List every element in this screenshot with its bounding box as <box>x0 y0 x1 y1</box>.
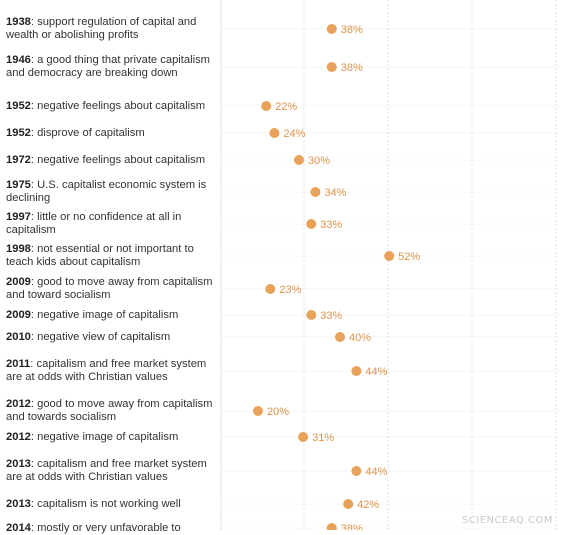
row-year: 2010 <box>6 331 31 343</box>
data-label: 38% <box>341 24 363 36</box>
row-text: : negative feelings about capitalism <box>30 154 206 166</box>
data-label: 44% <box>365 366 387 378</box>
data-point <box>269 128 280 138</box>
row-text: : capitalism is not working well <box>30 498 181 510</box>
row-year: 2013 <box>6 458 31 470</box>
data-point <box>306 310 317 320</box>
row-year: 2009 <box>6 309 31 321</box>
row-text: : good to move away from capitalism and … <box>6 398 213 423</box>
data-label: 22% <box>275 101 297 113</box>
row-text: : negative image of capitalism <box>30 431 179 443</box>
data-label: 52% <box>398 251 420 263</box>
data-point <box>326 24 337 34</box>
row-text: : good to move away from capitalism and … <box>6 276 213 301</box>
row-label: 2011: capitalism and free market system … <box>6 358 214 384</box>
row-text: : support regulation of capital and weal… <box>6 16 197 41</box>
data-point <box>306 219 317 229</box>
data-label: 20% <box>267 406 289 418</box>
data-point <box>326 523 337 530</box>
data-label: 38% <box>341 62 363 74</box>
row-year: 2011 <box>6 358 31 370</box>
row-label: 1998: not essential or not important to … <box>6 243 214 269</box>
data-point <box>265 284 276 294</box>
data-label: 38% <box>341 523 363 530</box>
row-year: 1952 <box>6 127 31 139</box>
data-point <box>335 332 345 342</box>
row-text: : a good thing that private capitalism a… <box>6 54 210 79</box>
row-text: : capitalism and free market system are … <box>6 458 207 483</box>
row-year: 2013 <box>6 498 31 510</box>
row-text: : little or no confidence at all in capi… <box>6 211 182 236</box>
data-point <box>253 406 263 416</box>
row-text: : not essential or not important to teac… <box>6 243 194 268</box>
row-text: : negative view of capitalism <box>30 331 171 343</box>
row-label: 1972: negative feelings about capitalism <box>6 154 214 167</box>
data-point <box>326 62 337 72</box>
row-label: 1938: support regulation of capital and … <box>6 16 214 42</box>
row-text: : capitalism and free market system are … <box>6 358 207 383</box>
row-label: 2012: negative image of capitalism <box>6 431 214 444</box>
data-label: 30% <box>308 155 330 167</box>
row-year: 1952 <box>6 100 31 112</box>
row-label: 1997: little or no confidence at all in … <box>6 211 214 237</box>
data-label: 24% <box>283 128 305 140</box>
row-year: 1975 <box>6 179 31 191</box>
row-label: 2010: negative view of capitalism <box>6 331 214 344</box>
row-label: 2009: negative image of capitalism <box>6 309 214 322</box>
row-year: 2012 <box>6 431 31 443</box>
data-point <box>351 366 362 376</box>
data-point <box>298 432 309 442</box>
data-label: 31% <box>312 432 334 444</box>
row-year: 1972 <box>6 154 31 166</box>
row-text: : disprove of capitalism <box>30 127 145 139</box>
data-label: 42% <box>357 499 379 511</box>
data-label: 33% <box>320 219 342 231</box>
row-year: 2009 <box>6 276 31 288</box>
row-label: 2009: good to move away from capitalism … <box>6 276 214 302</box>
row-year: 1998 <box>6 243 31 255</box>
row-label: 1952: negative feelings about capitalism <box>6 100 214 113</box>
row-label: 2013: capitalism is not working well <box>6 498 214 511</box>
data-point <box>351 466 362 476</box>
row-text: : negative feelings about capitalism <box>30 100 206 112</box>
row-text: : negative image of capitalism <box>30 309 179 321</box>
data-point <box>261 101 272 111</box>
row-text: : U.S. capitalist economic system is dec… <box>6 179 207 204</box>
row-label: 1946: a good thing that private capitali… <box>6 54 214 80</box>
row-year: 1946 <box>6 54 31 66</box>
watermark: SCIENCEAQ.COM <box>461 515 553 526</box>
row-label: 1975: U.S. capitalist economic system is… <box>6 179 214 205</box>
row-year: 1938 <box>6 16 31 28</box>
data-label: 33% <box>320 310 342 322</box>
data-label: 40% <box>349 332 371 344</box>
row-year: 2012 <box>6 398 31 410</box>
data-label: 34% <box>324 187 346 199</box>
data-point <box>310 187 321 197</box>
row-label: 1952: disprove of capitalism <box>6 127 214 140</box>
data-point <box>343 499 354 509</box>
data-label: 44% <box>365 466 387 478</box>
data-point <box>384 251 395 261</box>
row-label: 2013: capitalism and free market system … <box>6 458 214 484</box>
data-label: 23% <box>279 284 301 296</box>
data-point <box>294 155 304 165</box>
row-year: 1997 <box>6 211 31 223</box>
row-label: 2012: good to move away from capitalism … <box>6 398 214 424</box>
